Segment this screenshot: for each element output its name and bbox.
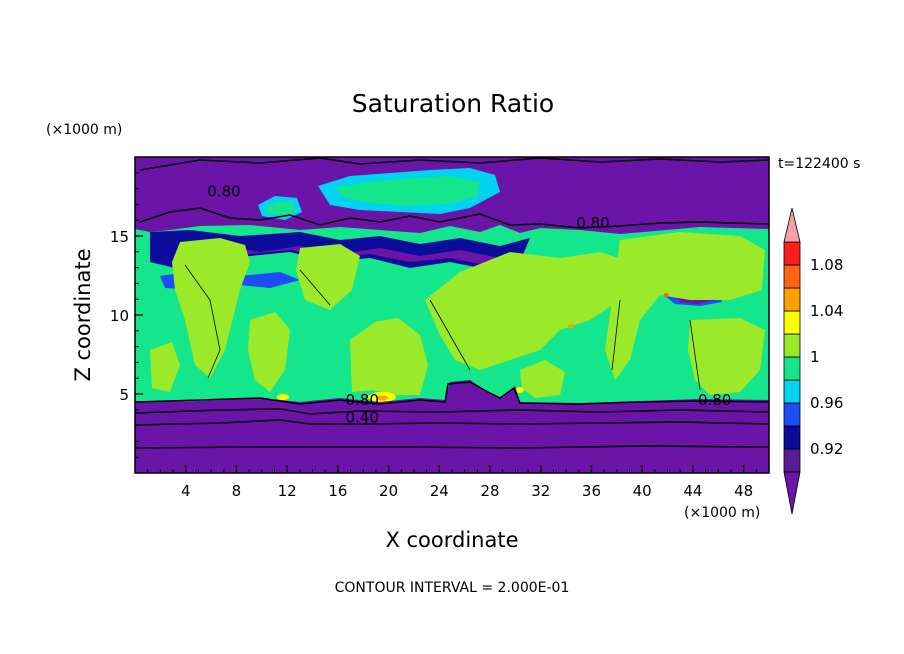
colorbar-swatch <box>783 379 801 404</box>
x-tick-label: 44 <box>683 482 702 500</box>
x-tick-label: 36 <box>582 482 601 500</box>
x-tick-label: 28 <box>480 482 499 500</box>
x-axis-unit: (×1000 m) <box>684 505 760 521</box>
field-region-plume-g <box>150 342 180 392</box>
colorbar-swatch <box>783 310 801 335</box>
colorbar-swatch <box>783 287 801 312</box>
contour-line-lower-080 <box>135 381 769 405</box>
field-region-plume-i <box>520 360 565 398</box>
field-region-plume-e <box>605 232 765 380</box>
colorbar-tick-label: 1.08 <box>810 256 843 274</box>
colorbar-tick-label: 1.04 <box>810 302 843 320</box>
contour-field <box>135 157 769 473</box>
contour-line-040 <box>135 419 769 426</box>
chart-title: Saturation Ratio <box>352 89 554 118</box>
x-tick-layer: 4 8 12 16 20 24 28 32 36 40 44 48 <box>147 465 757 500</box>
field-spot-yellow-2 <box>277 394 289 400</box>
field-spot-orange-3 <box>663 293 669 297</box>
field-region-plume-a <box>172 238 250 378</box>
contour-line-020 <box>135 445 769 449</box>
contour-line-upper-080 <box>139 207 769 229</box>
colorbar-swatch <box>783 264 801 289</box>
contour-line-thin <box>184 264 701 391</box>
colorbar-swatch <box>783 448 801 473</box>
time-label: t=122400 s <box>778 156 860 172</box>
y-tick-label: 5 <box>119 386 129 404</box>
field-region-cloud-left-inner <box>265 201 296 216</box>
x-tick-label: 4 <box>181 482 191 500</box>
y-tick-label: 10 <box>110 307 129 325</box>
x-tick-label: 12 <box>278 482 297 500</box>
x-tick-label: 40 <box>633 482 652 500</box>
x-tick-label: 8 <box>232 482 242 500</box>
x-tick-label: 32 <box>531 482 550 500</box>
field-spot-yellow-3 <box>516 387 524 393</box>
contour-label: 0.80 <box>576 214 609 232</box>
colorbar-swatch <box>783 402 801 427</box>
contour-label: 0.40 <box>345 408 378 426</box>
colorbar: 0.92 0.96 1 1.04 1.08 <box>783 207 843 515</box>
contour-label: 0.80 <box>698 391 731 409</box>
field-region-plume-d <box>425 252 630 370</box>
contour-lines <box>135 157 769 449</box>
x-tick-label: 16 <box>328 482 347 500</box>
field-region-plume-c <box>350 318 428 395</box>
colorbar-swatch <box>783 241 801 266</box>
contour-label: 0.80 <box>207 183 240 201</box>
contour-line-top <box>139 157 769 171</box>
colorbar-under-arrow <box>783 471 801 515</box>
x-axis-label: X coordinate <box>385 528 518 552</box>
field-region-plume-b <box>296 244 360 310</box>
x-tick-label: 24 <box>430 482 449 500</box>
field-spot-orange-2 <box>568 324 574 328</box>
field-region-cloud-upper-inner <box>335 176 480 206</box>
colorbar-swatch <box>783 356 801 381</box>
plot-frame <box>134 156 770 474</box>
y-tick-layer: 5 10 15 <box>110 172 143 458</box>
x-tick-label: 48 <box>734 482 753 500</box>
x-tick-label: 20 <box>379 482 398 500</box>
colorbar-tick-label: 0.96 <box>810 394 843 412</box>
contour-interval-note: CONTOUR INTERVAL = 2.000E-01 <box>335 580 570 596</box>
colorbar-tick-label: 0.92 <box>810 440 843 458</box>
field-spot-orange-1 <box>376 395 388 401</box>
colorbar-swatch <box>783 425 801 450</box>
colorbar-tick-label: 1 <box>810 348 820 366</box>
colorbar-over-arrow <box>783 207 801 243</box>
y-axis-unit: (×1000 m) <box>46 122 122 138</box>
y-tick-label: 15 <box>110 228 129 246</box>
contour-label: 0.80 <box>345 391 378 409</box>
field-region-plume-h <box>248 312 290 392</box>
contour-line-060 <box>135 408 769 415</box>
colorbar-swatch <box>783 333 801 358</box>
y-axis-label: Z coordinate <box>71 248 95 381</box>
field-region-plume-f <box>688 318 765 395</box>
contour-label-layer: 0.800.800.800.400.80 <box>207 183 731 427</box>
